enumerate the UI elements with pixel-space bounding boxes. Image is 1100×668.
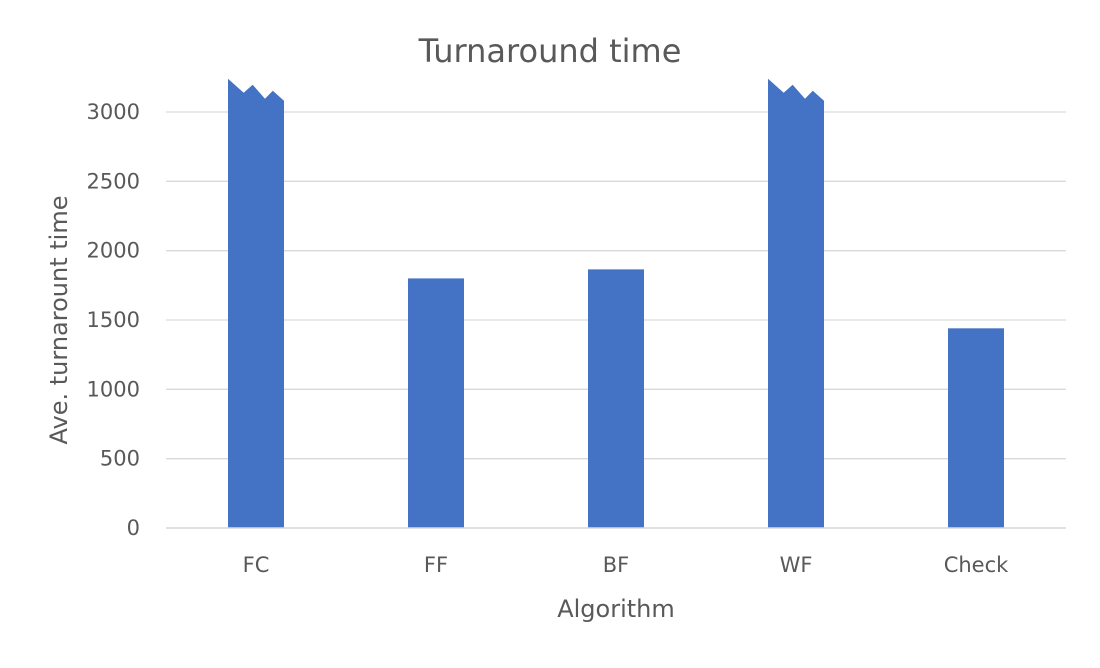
x-axis-label: Algorithm bbox=[557, 595, 675, 623]
bar-wf bbox=[768, 78, 824, 528]
x-tick-label: BF bbox=[603, 553, 630, 577]
x-tick-label: WF bbox=[780, 553, 813, 577]
y-axis-ticks: 0 500 1000 1500 2000 2500 3000 bbox=[87, 100, 140, 540]
x-tick-label: FF bbox=[424, 553, 448, 577]
y-tick-label: 0 bbox=[127, 516, 140, 540]
x-tick-label: Check bbox=[944, 553, 1009, 577]
bar-check bbox=[948, 328, 1004, 528]
y-axis-label: Ave. turnarount time bbox=[45, 196, 73, 445]
y-tick-label: 1000 bbox=[87, 377, 140, 401]
x-axis-ticks: FC FF BF WF Check bbox=[243, 553, 1010, 577]
y-tick-label: 500 bbox=[100, 447, 140, 471]
y-tick-label: 2500 bbox=[87, 169, 140, 193]
bar-ff bbox=[408, 278, 464, 528]
bar-fc bbox=[228, 78, 284, 528]
chart-title: Turnaround time bbox=[418, 32, 682, 70]
bar-bf bbox=[588, 269, 644, 528]
bars bbox=[166, 78, 1066, 529]
y-tick-label: 2000 bbox=[87, 239, 140, 263]
y-tick-label: 1500 bbox=[87, 308, 140, 332]
y-tick-label: 3000 bbox=[87, 100, 140, 124]
x-tick-label: FC bbox=[243, 553, 270, 577]
